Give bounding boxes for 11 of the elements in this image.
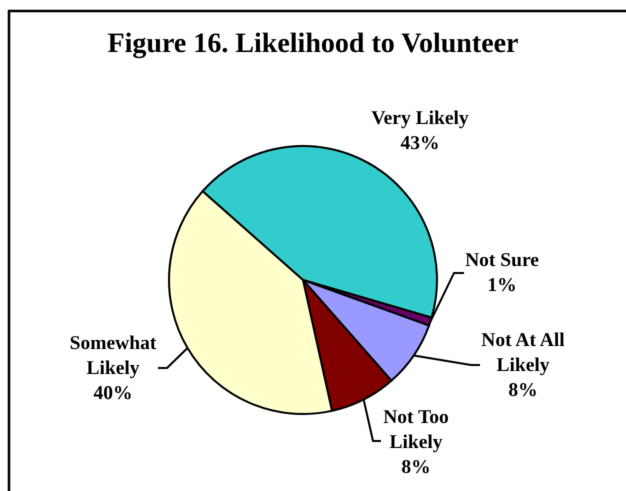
slice-label: Somewhat Likely (70, 333, 157, 379)
slice-label: Not At All Likely (481, 330, 566, 376)
slice-label: Very Likely (371, 108, 469, 129)
chart-title: Figure 16. Likelihood to Volunteer (108, 28, 518, 59)
slice-label: Not Too Likely (383, 407, 449, 453)
data-label: 1% (487, 275, 517, 296)
data-label: 8% (401, 457, 431, 478)
slice-label: Not Sure (465, 250, 540, 271)
data-label: 43% (400, 133, 440, 154)
data-label: 8% (508, 380, 538, 401)
data-label: 40% (94, 383, 132, 404)
